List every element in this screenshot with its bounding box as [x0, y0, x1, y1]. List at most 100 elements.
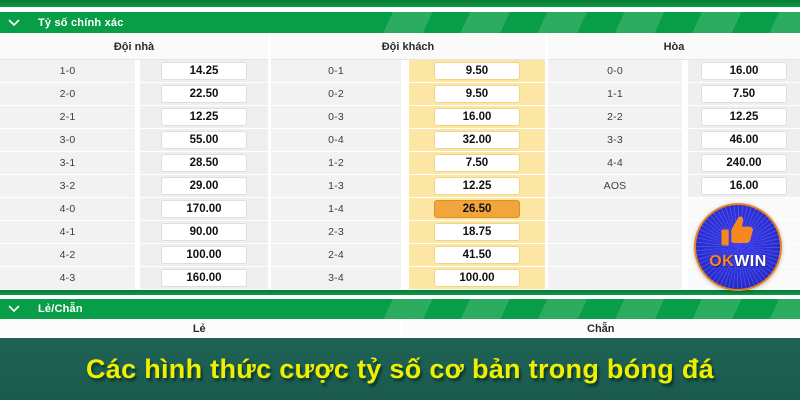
score-column-home: 1-0 14.25 2-0 22.50 2-1 12.25 3-0 55.00 3-1 28.50…: [0, 60, 268, 289]
odds-button[interactable]: 22.50: [161, 85, 247, 103]
score-label: 1-3: [271, 175, 401, 197]
score-column-headers: Đội nhà Đội khách Hòa: [0, 35, 800, 60]
score-label: 0-2: [271, 83, 401, 105]
odds-button-selected[interactable]: 26.50: [434, 200, 520, 218]
draw-column-header: Hòa: [548, 35, 800, 60]
odds-cell: 7.50: [409, 152, 545, 174]
score-label: 4-0: [0, 198, 135, 220]
score-label: 2-4: [271, 244, 401, 266]
score-row: 2-1 12.25: [0, 106, 268, 128]
odds-cell: 32.00: [409, 129, 545, 151]
odds-button[interactable]: 100.00: [434, 269, 520, 287]
chevron-down-icon: [8, 19, 20, 26]
score-grid: 1-0 14.25 2-0 22.50 2-1 12.25 3-0 55.00 3-1 28.50…: [0, 60, 800, 289]
odds-button[interactable]: 55.00: [161, 131, 247, 149]
okwin-logo-text: OK WIN: [709, 253, 767, 271]
odds-button[interactable]: 16.00: [701, 177, 787, 195]
odds-cell: 16.00: [688, 175, 800, 197]
odds-button[interactable]: 14.25: [161, 62, 247, 80]
score-row: 2-3 18.75: [271, 221, 545, 243]
score-row: 0-4 32.00: [271, 129, 545, 151]
score-row: 4-0 170.00: [0, 198, 268, 220]
score-row: 0-0 16.00: [548, 60, 800, 82]
score-row: 4-2 100.00: [0, 244, 268, 266]
chevron-down-icon: [8, 305, 20, 313]
score-row: 0-1 9.50: [271, 60, 545, 82]
odds-cell: 55.00: [140, 129, 268, 151]
score-label: 4-3: [0, 267, 135, 289]
score-row: 3-0 55.00: [0, 129, 268, 151]
score-row: AOS 16.00: [548, 175, 800, 197]
score-row: 1-2 7.50: [271, 152, 545, 174]
odds-button[interactable]: 7.50: [701, 85, 787, 103]
odds-cell: 170.00: [140, 198, 268, 220]
odds-button[interactable]: 90.00: [161, 223, 247, 241]
score-label: 1-1: [548, 83, 682, 105]
odds-button[interactable]: 100.00: [161, 246, 247, 264]
score-row: 2-2 12.25: [548, 106, 800, 128]
odds-button[interactable]: 9.50: [434, 85, 520, 103]
section-title: Tỷ số chính xác: [38, 16, 124, 29]
odds-cell: 22.50: [140, 83, 268, 105]
odds-button[interactable]: 240.00: [701, 154, 787, 172]
odds-button[interactable]: 28.50: [161, 154, 247, 172]
odds-button[interactable]: 9.50: [434, 62, 520, 80]
odds-cell: 100.00: [140, 244, 268, 266]
odds-button[interactable]: 12.25: [161, 108, 247, 126]
score-row: 3-2 29.00: [0, 175, 268, 197]
odds-cell: 41.50: [409, 244, 545, 266]
score-label: 2-2: [548, 106, 682, 128]
odds-button[interactable]: 12.25: [701, 108, 787, 126]
odds-button[interactable]: 16.00: [701, 62, 787, 80]
odds-cell: 90.00: [140, 221, 268, 243]
score-label: [548, 221, 682, 243]
section-title: Lẻ/Chẵn: [38, 303, 83, 315]
score-row: 4-4 240.00: [548, 152, 800, 174]
score-label: 4-2: [0, 244, 135, 266]
odds-cell: 16.00: [409, 106, 545, 128]
caption-banner: Các hình thức cược tỷ số cơ bản trong bó…: [0, 338, 800, 400]
odds-cell: 9.50: [409, 83, 545, 105]
odds-button[interactable]: 32.00: [434, 131, 520, 149]
score-label: 0-4: [271, 129, 401, 151]
score-label: 0-3: [271, 106, 401, 128]
odds-cell: 12.25: [688, 106, 800, 128]
away-column-header: Đội khách: [271, 35, 545, 60]
score-row: 2-0 22.50: [0, 83, 268, 105]
odd-even-section-header[interactable]: Lẻ/Chẵn: [0, 299, 800, 319]
home-column-header: Đội nhà: [0, 35, 268, 60]
score-row: 3-3 46.00: [548, 129, 800, 151]
odds-cell: 16.00: [688, 60, 800, 82]
odds-cell: 9.50: [409, 60, 545, 82]
score-label: 1-0: [0, 60, 135, 82]
caption-text: Các hình thức cược tỷ số cơ bản trong bó…: [85, 353, 715, 384]
correct-score-section-header[interactable]: Tỷ số chính xác: [0, 12, 800, 33]
score-row: 1-1 7.50: [548, 83, 800, 105]
top-section-divider: [0, 0, 800, 7]
odds-button[interactable]: 18.75: [434, 223, 520, 241]
odds-button[interactable]: 29.00: [161, 177, 247, 195]
score-label: 4-4: [548, 152, 682, 174]
okwin-logo: OK WIN: [694, 203, 782, 291]
odds-cell: 14.25: [140, 60, 268, 82]
odds-cell: 160.00: [140, 267, 268, 289]
score-label: [548, 267, 682, 289]
score-label: 3-3: [548, 129, 682, 151]
score-row: 1-3 12.25: [271, 175, 545, 197]
score-row: 1-0 14.25: [0, 60, 268, 82]
logo-text-ok: OK: [709, 253, 735, 270]
odds-button[interactable]: 170.00: [161, 200, 247, 218]
score-label: 4-1: [0, 221, 135, 243]
odds-button[interactable]: 7.50: [434, 154, 520, 172]
odds-button[interactable]: 160.00: [161, 269, 247, 287]
score-label: 3-4: [271, 267, 401, 289]
score-label: 3-1: [0, 152, 135, 174]
odds-button[interactable]: 46.00: [701, 131, 787, 149]
score-row: 2-4 41.50: [271, 244, 545, 266]
odds-button[interactable]: 41.50: [434, 246, 520, 264]
score-label: 3-2: [0, 175, 135, 197]
odds-cell: 12.25: [409, 175, 545, 197]
odds-button[interactable]: 12.25: [434, 177, 520, 195]
score-label: 1-2: [271, 152, 401, 174]
odds-button[interactable]: 16.00: [434, 108, 520, 126]
